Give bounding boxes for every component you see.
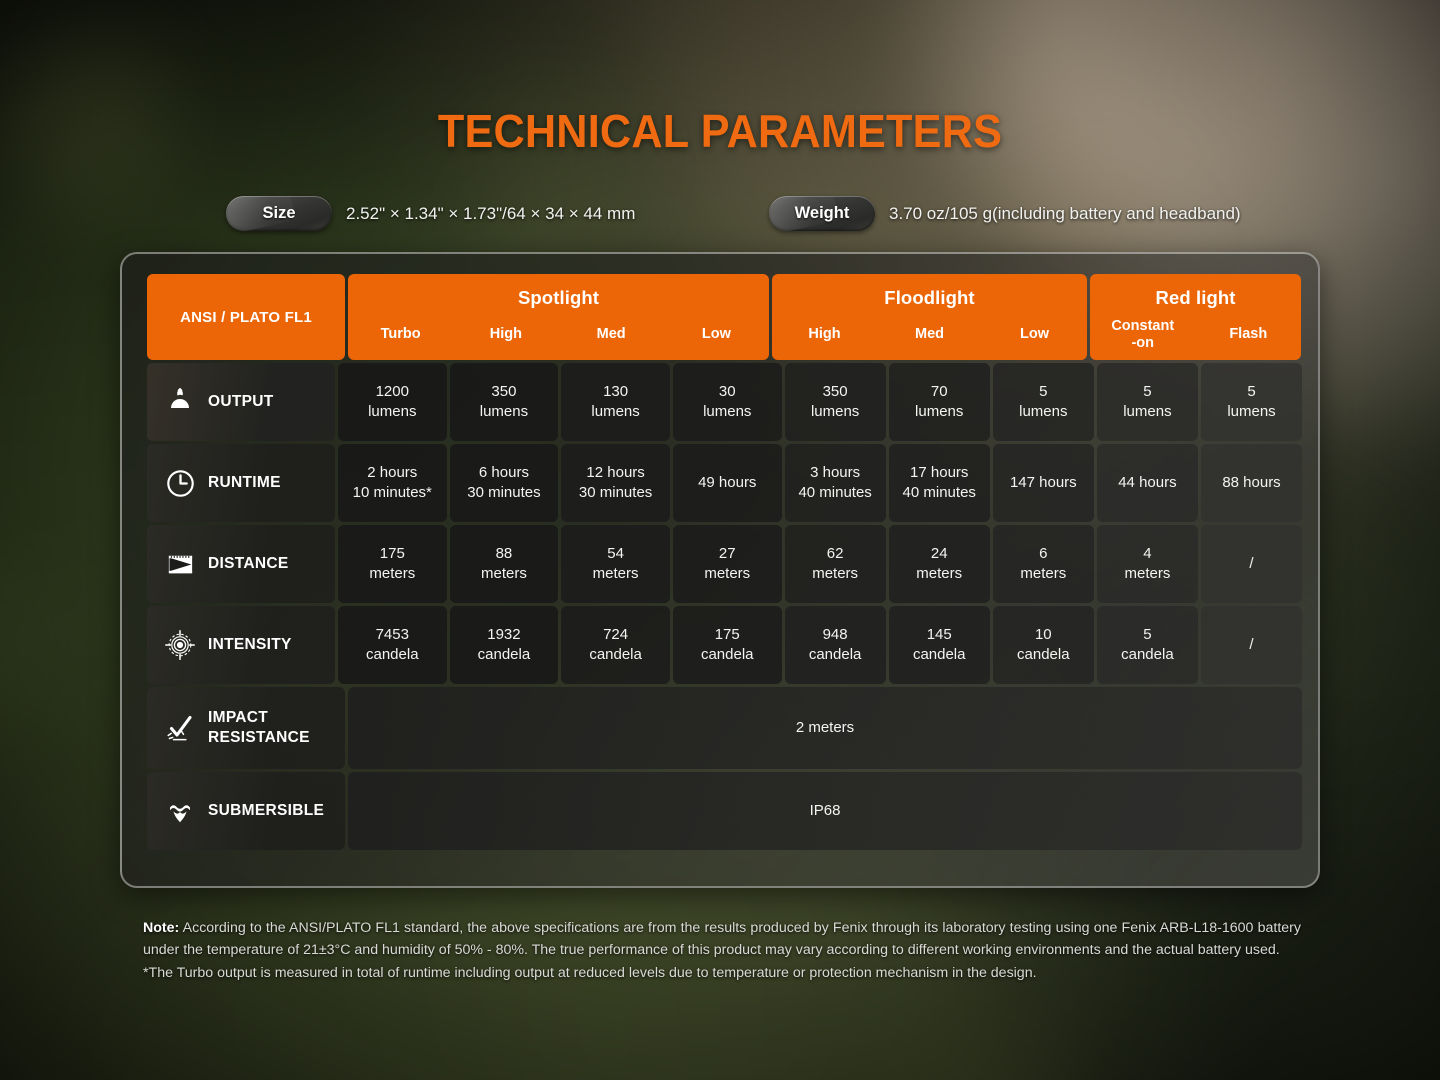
cell-output-floodlight-med: 70 lumens: [888, 363, 990, 441]
mode-redlight-flash: Flash: [1229, 326, 1268, 343]
cell-distance-floodlight-low: 6 meters: [992, 525, 1094, 603]
row-label-text: IMPACT RESISTANCE: [208, 709, 310, 746]
cell-output-spotlight-high: 350 lumens: [449, 363, 559, 441]
spec-summary-row: Size 2.52" × 1.34" × 1.73"/64 × 34 × 44 …: [226, 196, 1440, 232]
row-label-impact-resistance: IMPACT RESISTANCE: [147, 687, 345, 769]
spec-size: Size 2.52" × 1.34" × 1.73"/64 × 34 × 44 …: [226, 196, 635, 231]
note-block: Note: According to the ANSI/PLATO FL1 st…: [143, 917, 1301, 984]
row-label-runtime: RUNTIME: [147, 444, 335, 522]
clock-icon: [163, 466, 197, 500]
mode-floodlight-med: Med: [915, 326, 944, 343]
weight-pill-label: Weight: [794, 204, 850, 222]
cell-impact-resistance-value: 2 meters: [348, 687, 1302, 769]
table-row: IMPACT RESISTANCE 2 meters: [147, 687, 1302, 769]
weight-value: 3.70 oz/105 g(including battery and head…: [889, 203, 1241, 223]
cell-output-spotlight-low: 30 lumens: [672, 363, 782, 441]
table-header-row: ANSI / PLATO FL1 Spotlight Turbo High Me…: [147, 274, 1302, 360]
row-label-text: RUNTIME: [208, 474, 281, 492]
mode-spotlight-high: High: [489, 326, 522, 343]
header-group-redlight: Red light Constant -on Flash: [1090, 274, 1301, 360]
cell-output-spotlight-turbo: 1200 lumens: [337, 363, 447, 441]
cell-output-redlight-flash: 5 lumens: [1200, 363, 1303, 441]
cell-intensity-floodlight-low: 10 candela: [992, 606, 1094, 684]
spec-weight: Weight 3.70 oz/105 g(including battery a…: [769, 196, 1241, 231]
note-paragraph-1-text: According to the ANSI/PLATO FL1 standard…: [143, 920, 1301, 958]
cell-intensity-spotlight-low: 175 candela: [672, 606, 782, 684]
table-row: OUTPUT 1200 lumens 350 lumens 130 lumens…: [147, 363, 1303, 441]
note-paragraph-2: *The Turbo output is measured in total o…: [143, 965, 1037, 981]
cell-distance-spotlight-high: 88 meters: [449, 525, 559, 603]
row-label-intensity: INTENSITY: [147, 606, 335, 684]
cell-runtime-redlight-flash: 88 hours: [1200, 444, 1303, 522]
header-group-spotlight: Spotlight Turbo High Med Low: [348, 274, 769, 360]
cell-distance-spotlight-med: 54 meters: [561, 525, 670, 603]
cell-output-floodlight-high: 350 lumens: [784, 363, 886, 441]
cell-runtime-spotlight-low: 49 hours: [672, 444, 782, 522]
group-label-redlight: Red light: [1155, 287, 1236, 308]
sunburst-icon: [163, 385, 197, 419]
mode-redlight-constant-on: Constant -on: [1111, 318, 1175, 351]
cell-runtime-floodlight-med: 17 hours 40 minutes: [888, 444, 990, 522]
weight-pill: Weight: [769, 196, 875, 231]
cell-intensity-floodlight-med: 145 candela: [888, 606, 990, 684]
row-label-text: INTENSITY: [208, 636, 292, 654]
cell-distance-spotlight-turbo: 175 meters: [337, 525, 447, 603]
cell-output-redlight-constant-on: 5 lumens: [1096, 363, 1198, 441]
cell-runtime-floodlight-low: 147 hours: [992, 444, 1094, 522]
row-label-submersible: SUBMERSIBLE: [147, 772, 345, 850]
group-label-floodlight: Floodlight: [884, 287, 975, 308]
water-drop-icon: [163, 794, 197, 828]
cell-runtime-spotlight-turbo: 2 hours 10 minutes*: [337, 444, 447, 522]
cell-intensity-redlight-constant-on: 5 candela: [1096, 606, 1198, 684]
row-label-text: DISTANCE: [208, 555, 289, 573]
impact-check-icon: [163, 711, 197, 745]
cell-distance-spotlight-low: 27 meters: [672, 525, 782, 603]
table-row: RUNTIME 2 hours 10 minutes* 6 hours 30 m…: [147, 444, 1303, 522]
table-row: DISTANCE 175 meters 88 meters 54 meters …: [147, 525, 1303, 603]
ruler-beam-icon: [163, 547, 197, 581]
cell-intensity-floodlight-high: 948 candela: [784, 606, 886, 684]
size-pill-label: Size: [262, 204, 296, 222]
note-prefix: Note:: [143, 920, 180, 936]
cell-runtime-spotlight-med: 12 hours 30 minutes: [561, 444, 670, 522]
cell-intensity-redlight-flash: /: [1200, 606, 1303, 684]
mode-floodlight-low: Low: [1020, 326, 1049, 343]
group-label-spotlight: Spotlight: [517, 287, 600, 308]
cell-distance-floodlight-med: 24 meters: [888, 525, 990, 603]
row-label-output: OUTPUT: [147, 363, 335, 441]
cell-distance-floodlight-high: 62 meters: [784, 525, 886, 603]
cell-runtime-spotlight-high: 6 hours 30 minutes: [449, 444, 559, 522]
cell-output-floodlight-low: 5 lumens: [992, 363, 1094, 441]
cell-distance-redlight-constant-on: 4 meters: [1096, 525, 1198, 603]
header-corner-label: ANSI / PLATO FL1: [147, 274, 345, 360]
page-title: TECHNICAL PARAMETERS: [437, 105, 1003, 157]
header-group-floodlight: Floodlight High Med Low: [772, 274, 1087, 360]
mode-spotlight-turbo: Turbo: [380, 326, 421, 343]
size-value: 2.52" × 1.34" × 1.73"/64 × 34 × 44 mm: [346, 203, 636, 223]
mode-spotlight-med: Med: [596, 326, 626, 343]
note-paragraph-1: Note: According to the ANSI/PLATO FL1 st…: [143, 917, 1301, 961]
table-row: INTENSITY 7453 candela 1932 candela 724 …: [147, 606, 1303, 684]
cell-intensity-spotlight-turbo: 7453 candela: [337, 606, 447, 684]
target-icon: [163, 628, 197, 662]
cell-distance-redlight-flash: /: [1200, 525, 1303, 603]
row-label-text: OUTPUT: [208, 393, 274, 411]
cell-intensity-spotlight-high: 1932 candela: [449, 606, 559, 684]
cell-runtime-floodlight-high: 3 hours 40 minutes: [784, 444, 886, 522]
parameters-table-container: ANSI / PLATO FL1 Spotlight Turbo High Me…: [120, 252, 1320, 888]
cell-submersible-value: IP68: [348, 772, 1302, 850]
mode-spotlight-low: Low: [701, 326, 731, 343]
cell-intensity-spotlight-med: 724 candela: [561, 606, 670, 684]
parameters-table: ANSI / PLATO FL1 Spotlight Turbo High Me…: [147, 274, 1303, 853]
row-label-text: SUBMERSIBLE: [208, 802, 325, 820]
size-pill: Size: [226, 196, 332, 231]
table-row: SUBMERSIBLE IP68: [147, 772, 1302, 850]
row-label-distance: DISTANCE: [147, 525, 335, 603]
mode-floodlight-high: High: [808, 326, 841, 343]
cell-output-spotlight-med: 130 lumens: [561, 363, 670, 441]
cell-runtime-redlight-constant-on: 44 hours: [1096, 444, 1198, 522]
